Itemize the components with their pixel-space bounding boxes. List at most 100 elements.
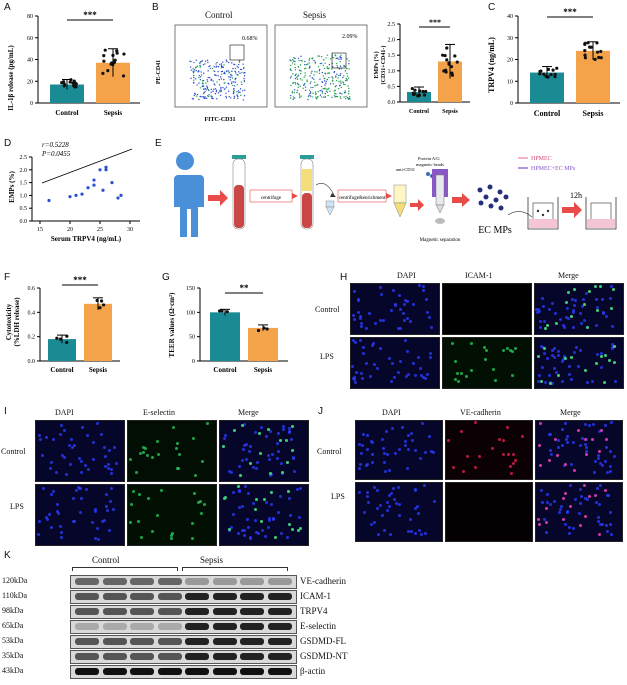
h-col-dapi: DAPI xyxy=(397,271,416,280)
panel-label-b: B xyxy=(152,2,159,13)
scatter-chart-d: r=0.5228 P=0.0455 EMPs (%) 0.0 0.5 1.0 1.5 2… xyxy=(8,141,140,243)
panel-label-j: J xyxy=(318,406,323,417)
beads-label-2: magnetic beads xyxy=(416,162,444,167)
d-xtick-1: 20 xyxy=(67,227,73,233)
b-control-point-9 xyxy=(413,88,417,92)
c-control-point-6 xyxy=(551,68,555,72)
b-sepsis-point-13 xyxy=(449,65,454,69)
g-sepsis-point-0 xyxy=(256,328,261,333)
b-sepsis-point-5 xyxy=(450,71,454,75)
micrograph-h-dapi-control xyxy=(350,283,440,335)
legend-hpmec: HPMEC xyxy=(531,156,552,162)
panel-label-c: C xyxy=(488,2,496,13)
d-xtick-0: 15 xyxy=(37,227,43,233)
c-control-point-10 xyxy=(538,69,542,74)
j-row-control: Control xyxy=(317,447,342,456)
h-row-lps: LPS xyxy=(320,352,334,361)
d-point-8 xyxy=(101,188,105,192)
g-tick-1: 50 xyxy=(189,335,195,341)
centrifuge-label: centrifuge xyxy=(261,196,282,201)
c-sepsis-point-0 xyxy=(595,50,600,54)
a-tick-4: 80 xyxy=(27,14,33,20)
k-bracket-sepsis xyxy=(182,567,288,571)
f-control-point-3 xyxy=(58,337,63,341)
centrifuge2-label: centrifuge&enrichment xyxy=(339,196,386,201)
blot-row-3 xyxy=(70,620,297,634)
g-tick-2: 100 xyxy=(186,310,195,316)
b-control-point-11 xyxy=(422,93,427,97)
xtick-g-0: Control xyxy=(213,366,236,374)
bar-a-control xyxy=(50,84,84,103)
d-point-12 xyxy=(119,193,123,197)
sig-f: *** xyxy=(73,275,87,285)
c-sepsis-point-5 xyxy=(597,55,601,60)
c-sepsis-point-12 xyxy=(583,41,587,46)
micrograph-i-merge-lps xyxy=(219,484,309,546)
c-sepsis-point-2 xyxy=(583,56,588,60)
blot-row-2 xyxy=(70,605,297,619)
a-sepsis-point-10 xyxy=(103,48,107,52)
arrow-2 xyxy=(410,199,424,211)
g-control-point-2 xyxy=(225,310,229,314)
micrograph-h-dapi-lps xyxy=(350,337,440,389)
p-value: P=0.0455 xyxy=(41,150,71,158)
a-tick-1: 20 xyxy=(27,79,33,85)
blot-row-0 xyxy=(70,575,297,589)
flow-pct-control: 0.68% xyxy=(242,36,258,42)
d-point-7 xyxy=(98,168,102,172)
h-col-merge: Merge xyxy=(558,271,579,280)
micrograph-h-merge-lps xyxy=(534,337,624,389)
b-sepsis-point-1 xyxy=(445,46,449,50)
j-col-vecad: VE-cadherin xyxy=(460,408,501,417)
d-point-0 xyxy=(47,198,51,203)
d-ytick-0: 0.0 xyxy=(20,219,28,225)
i-col-merge: Merge xyxy=(238,408,259,417)
d-ytick-4: 2.0 xyxy=(20,168,28,174)
d-xtick-2: 25 xyxy=(97,227,103,233)
panel-label-k: K xyxy=(4,550,11,561)
d-point-13 xyxy=(104,168,108,172)
f-sepsis-point-0 xyxy=(102,303,106,307)
beads-label-1: Protein A/G xyxy=(418,156,440,161)
magnet-icon xyxy=(432,169,448,224)
h-row-control: Control xyxy=(315,305,340,314)
kda-label-5: 35kDa xyxy=(2,651,24,660)
blot-row-5 xyxy=(70,650,297,664)
f-tick-1: 0.2 xyxy=(28,335,36,341)
kda-label-4: 53kDa xyxy=(2,636,24,645)
protein-label-4: GSDMD-FL xyxy=(300,636,347,646)
sig-c: *** xyxy=(563,7,577,17)
j-col-merge: Merge xyxy=(560,408,581,417)
panel-label-f: F xyxy=(4,272,11,283)
k-group-sepsis: Sepsis xyxy=(200,555,224,565)
panel-label-h: H xyxy=(340,272,348,283)
a-control-point-10 xyxy=(60,81,64,85)
plasma-tube-icon xyxy=(325,200,335,216)
b-sepsis-point-6 xyxy=(455,60,459,64)
r-value: r=0.5228 xyxy=(42,141,69,149)
enrichment-tube-icon xyxy=(393,172,434,218)
c-control-point-1 xyxy=(549,73,553,77)
ylabel-a: IL-1β release (pg/mL) xyxy=(7,45,15,111)
sig-a: *** xyxy=(83,10,97,20)
a-control-point-12 xyxy=(71,81,75,85)
protein-label-1: ICAM-1 xyxy=(300,591,331,601)
d-point-11 xyxy=(116,196,120,200)
d-point-9 xyxy=(104,165,108,169)
xtick-a-0: Control xyxy=(55,109,78,117)
bar-f-sepsis xyxy=(84,303,112,361)
bar-chart-b: EMPs (%) (CD31+CD41-) 0.0 0.5 1.0 1.5 2.0 2.5… xyxy=(373,18,470,115)
micrograph-j-merge-control xyxy=(535,420,623,480)
c-sepsis-point-11 xyxy=(583,48,587,53)
ylabel-g: TEER values (Ω·cm²) xyxy=(168,292,176,358)
xlabel-d: Serum TRPV4 (ng/mL) xyxy=(51,235,122,243)
a-sepsis-point-5 xyxy=(106,69,110,73)
f-control-point-1 xyxy=(55,336,59,340)
blot-row-1 xyxy=(70,590,297,604)
c-tick-0: 0 xyxy=(510,101,513,107)
d-point-6 xyxy=(92,178,96,182)
protein-label-0: VE-cadherin xyxy=(300,576,346,586)
b-control-point-3 xyxy=(410,86,414,91)
d-point-10 xyxy=(110,181,114,185)
b-sepsis-point-10 xyxy=(442,69,446,73)
